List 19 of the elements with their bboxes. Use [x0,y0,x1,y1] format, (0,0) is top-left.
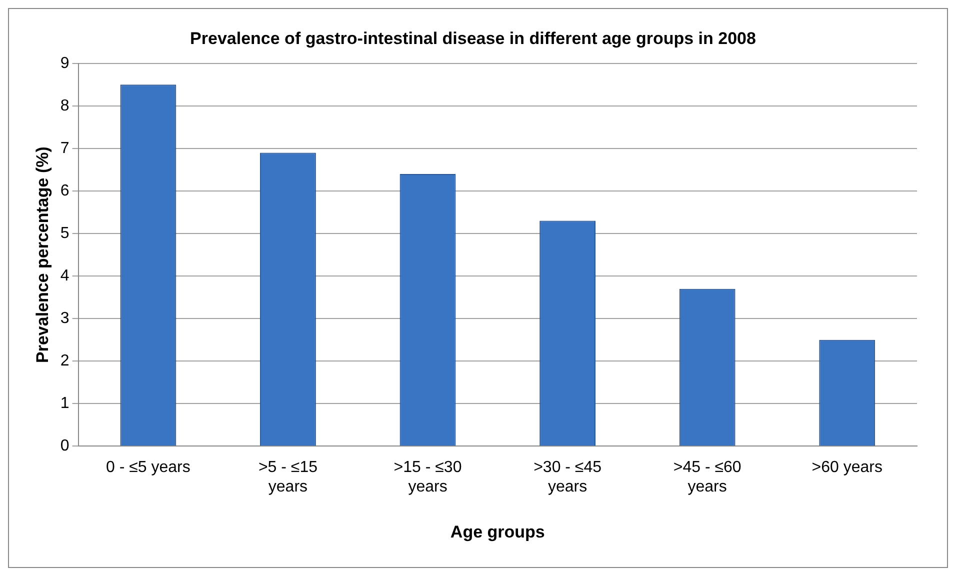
y-tick-label: 9 [60,54,70,72]
x-tick-label: >5 - ≤15 years [258,459,318,496]
y-tick-label: 7 [60,140,70,157]
y-tick-label: 2 [60,352,70,370]
y-tick-label: 4 [60,267,70,284]
y-tick-label: 0 [60,438,70,455]
chart-title: Prevalence of gastro-intestinal disease in different age groups in 2008 [190,28,756,48]
x-axis-title: Age groups [450,522,545,542]
x-tick-label: >30 - ≤45 years [534,459,602,496]
y-tick-label: 5 [60,224,70,242]
x-tick-label: >45 - ≤60 years [673,459,742,496]
y-tick-label: 1 [60,395,70,412]
x-tick-label: 0 - ≤5 years [106,459,190,476]
x-tick-label: >15 - ≤30 years [394,459,462,496]
x-tick-label: >60 years [812,459,882,476]
y-tick-label: 3 [60,310,70,328]
y-tick-label: 6 [60,182,70,200]
y-axis-title: Prevalence percentage (%) [32,146,52,363]
y-tick-label: 8 [60,97,70,114]
